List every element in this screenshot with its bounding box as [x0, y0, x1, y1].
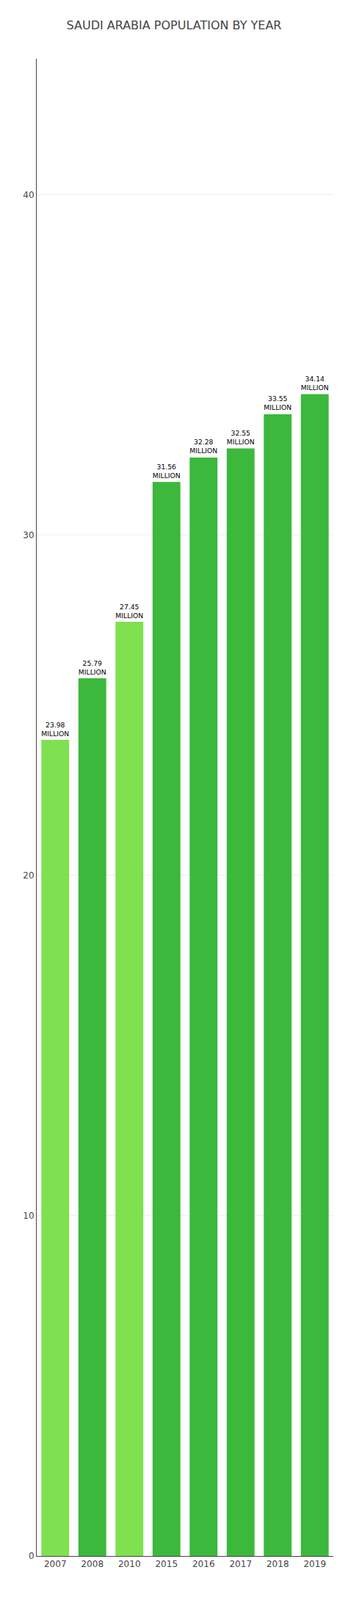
svg-text:2010: 2010	[118, 1560, 141, 1572]
svg-text:2008: 2008	[80, 1560, 104, 1572]
svg-text:31.56MILLION: 31.56MILLION	[152, 463, 181, 481]
svg-text:20: 20	[22, 871, 34, 882]
svg-text:2018: 2018	[266, 1560, 290, 1572]
svg-text:2007: 2007	[44, 1560, 67, 1572]
svg-text:2015: 2015	[154, 1560, 178, 1572]
svg-text:32.55MILLION: 32.55MILLION	[226, 429, 255, 447]
svg-text:25.79MILLION: 25.79MILLION	[78, 660, 107, 677]
svg-text:27.45MILLION: 27.45MILLION	[115, 603, 144, 621]
svg-text:34.14MILLION: 34.14MILLION	[301, 375, 329, 393]
svg-text:2016: 2016	[192, 1560, 216, 1572]
svg-text:30: 30	[22, 530, 34, 542]
svg-text:0: 0	[28, 1552, 35, 1564]
svg-text:40: 40	[22, 190, 34, 201]
svg-text:SAUDI ARABIA POPULATION BY YEA: SAUDI ARABIA POPULATION BY YEAR	[66, 18, 282, 33]
svg-text:33.55MILLION: 33.55MILLION	[263, 394, 292, 412]
svg-text:2017: 2017	[229, 1560, 252, 1572]
svg-text:2019: 2019	[303, 1560, 326, 1572]
svg-text:32.28MILLION: 32.28MILLION	[189, 438, 218, 456]
svg-text:10: 10	[22, 1212, 34, 1223]
svg-text:23.98MILLION: 23.98MILLION	[41, 721, 70, 739]
